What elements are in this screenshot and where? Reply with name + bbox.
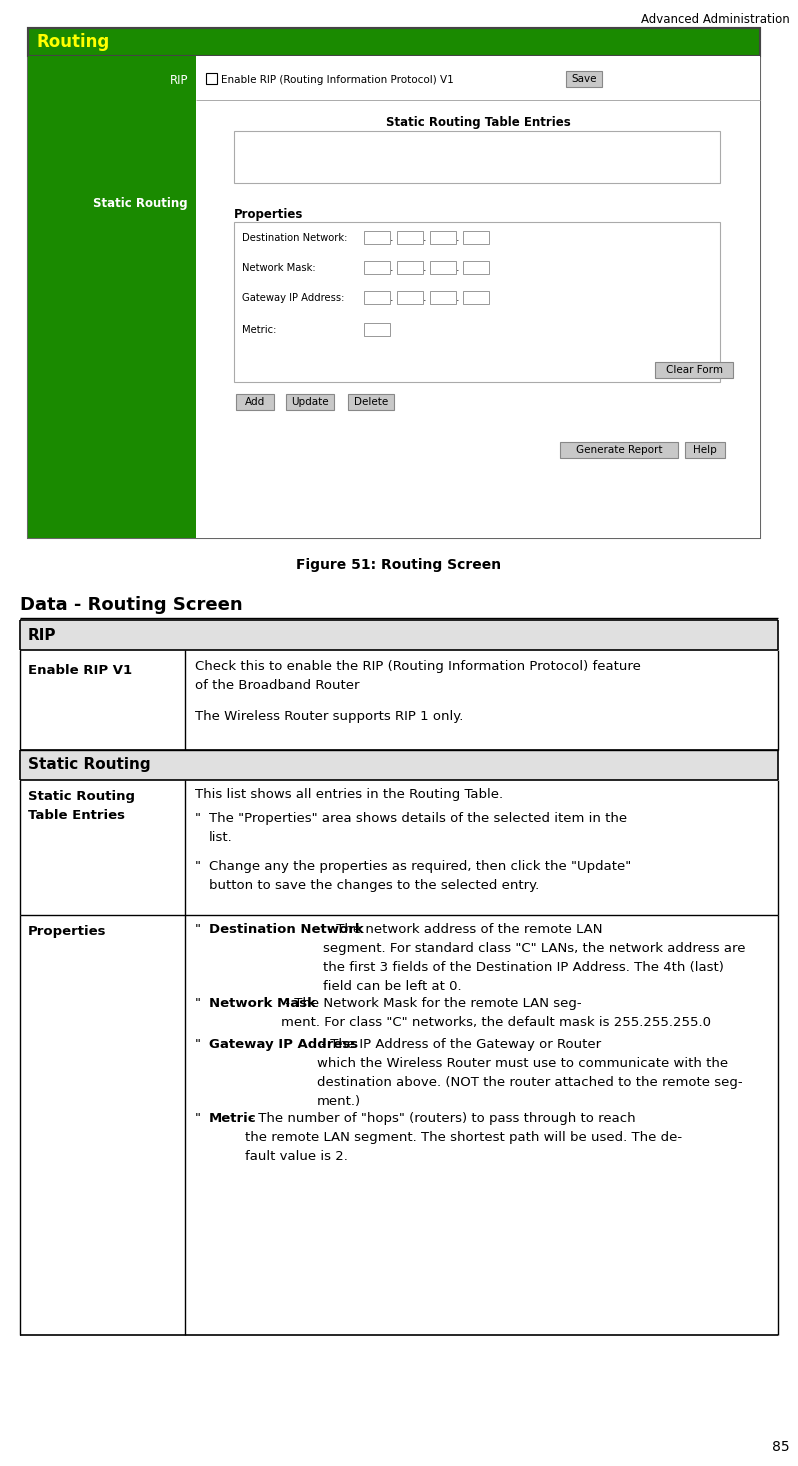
Bar: [206, 73, 217, 84]
Text: RIP: RIP: [169, 73, 188, 86]
Text: Generate Report: Generate Report: [575, 446, 662, 454]
Text: .: .: [456, 293, 460, 303]
Text: Change any the properties as required, then click the "Update"
button to save th: Change any the properties as required, t…: [209, 861, 631, 891]
Text: The "Properties" area shows details of the selected item in the
list.: The "Properties" area shows details of t…: [209, 812, 627, 844]
Text: Gateway IP Address:: Gateway IP Address:: [242, 293, 345, 303]
Text: Static Routing Table Entries: Static Routing Table Entries: [385, 116, 571, 129]
Text: Figure 51: Routing Screen: Figure 51: Routing Screen: [296, 559, 502, 572]
Text: .: .: [423, 293, 427, 303]
Text: 85: 85: [772, 1440, 790, 1454]
Text: The Wireless Router supports RIP 1 only.: The Wireless Router supports RIP 1 only.: [195, 710, 464, 723]
Bar: [196, 56, 760, 538]
Bar: [397, 232, 423, 243]
Text: RIP: RIP: [28, 627, 57, 642]
Bar: [28, 56, 196, 538]
Text: Static Routing: Static Routing: [28, 758, 151, 773]
Text: Metric:: Metric:: [242, 325, 276, 336]
Text: Clear Form: Clear Form: [666, 365, 722, 375]
Bar: [234, 221, 720, 383]
Bar: [236, 394, 274, 410]
Text: Delete: Delete: [354, 397, 388, 408]
Text: ": ": [195, 924, 201, 935]
Bar: [20, 620, 778, 649]
Text: ": ": [195, 1038, 201, 1051]
Text: Update: Update: [291, 397, 329, 408]
Text: .: .: [456, 262, 460, 273]
Bar: [20, 649, 778, 751]
Text: - The Network Mask for the remote LAN seg-
ment. For class "C" networks, the def: - The Network Mask for the remote LAN se…: [281, 997, 711, 1029]
Text: - The network address of the remote LAN
segment. For standard class "C" LANs, th: - The network address of the remote LAN …: [323, 924, 745, 992]
Text: Data - Routing Screen: Data - Routing Screen: [20, 597, 243, 614]
Text: This list shows all entries in the Routing Table.: This list shows all entries in the Routi…: [195, 789, 503, 800]
Bar: [20, 915, 778, 1336]
Text: .: .: [423, 262, 427, 273]
Text: Metric: Metric: [209, 1113, 257, 1124]
Text: .: .: [456, 233, 460, 243]
Text: Add: Add: [245, 397, 265, 408]
Bar: [397, 261, 423, 274]
Text: ": ": [195, 812, 201, 825]
Bar: [364, 232, 390, 243]
Bar: [463, 232, 489, 243]
Text: .: .: [423, 233, 427, 243]
Text: .: .: [390, 262, 393, 273]
Text: Check this to enable the RIP (Routing Information Protocol) feature
of the Broad: Check this to enable the RIP (Routing In…: [195, 660, 641, 692]
Text: ": ": [195, 997, 201, 1010]
Text: Advanced Administration: Advanced Administration: [642, 13, 790, 26]
Text: Static Routing: Static Routing: [93, 196, 188, 210]
Bar: [430, 290, 456, 303]
Text: Enable RIP V1: Enable RIP V1: [28, 664, 132, 677]
Bar: [20, 751, 778, 780]
Bar: [397, 290, 423, 303]
Text: ": ": [195, 861, 201, 872]
Bar: [463, 261, 489, 274]
Bar: [685, 443, 725, 457]
Text: Properties: Properties: [234, 208, 303, 221]
Text: Help: Help: [693, 446, 717, 454]
Bar: [20, 780, 778, 915]
Text: Save: Save: [571, 73, 597, 84]
Text: Routing: Routing: [36, 34, 109, 51]
Text: Network Mask: Network Mask: [209, 997, 316, 1010]
Bar: [28, 28, 760, 56]
Text: Network Mask:: Network Mask:: [242, 262, 316, 273]
Bar: [463, 290, 489, 303]
Bar: [655, 362, 733, 378]
Text: Enable RIP (Routing Information Protocol) V1: Enable RIP (Routing Information Protocol…: [221, 75, 454, 85]
Bar: [560, 443, 678, 457]
Bar: [28, 28, 760, 538]
Bar: [286, 394, 334, 410]
Text: .: .: [390, 293, 393, 303]
Bar: [364, 261, 390, 274]
Bar: [430, 232, 456, 243]
Bar: [364, 323, 390, 336]
Text: Static Routing
Table Entries: Static Routing Table Entries: [28, 790, 135, 822]
Text: Gateway IP Address: Gateway IP Address: [209, 1038, 358, 1051]
Text: Properties: Properties: [28, 925, 106, 938]
Text: - The IP Address of the Gateway or Router
which the Wireless Router must use to : - The IP Address of the Gateway or Route…: [317, 1038, 743, 1108]
Text: - The number of "hops" (routers) to pass through to reach
the remote LAN segment: - The number of "hops" (routers) to pass…: [245, 1113, 682, 1163]
Text: .: .: [390, 233, 393, 243]
Bar: [348, 394, 394, 410]
Bar: [430, 261, 456, 274]
Bar: [234, 130, 720, 183]
Text: Destination Network:: Destination Network:: [242, 233, 347, 243]
Bar: [364, 290, 390, 303]
Bar: [566, 70, 602, 86]
Text: Destination Network: Destination Network: [209, 924, 364, 935]
Text: ": ": [195, 1113, 201, 1124]
